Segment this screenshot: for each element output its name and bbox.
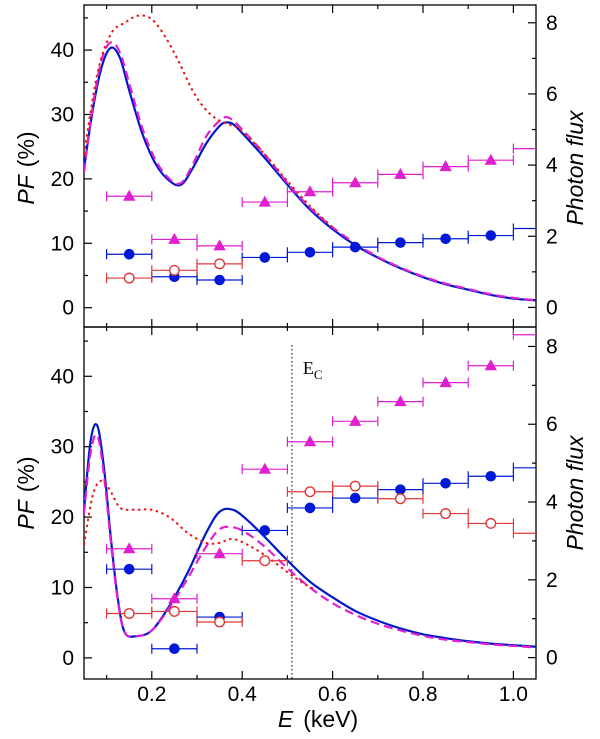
bottom-panel: 0 10 20 30 40 0 2 4 6 8 EC [51, 326, 558, 680]
x-axis-variable: E [278, 706, 294, 732]
top-point-open-circle [123, 272, 135, 284]
bottom-point-triangle [168, 592, 181, 604]
bottom-point-filled-circle [123, 563, 135, 575]
top-point-triangle [123, 189, 136, 201]
top-y-tick-label-right: 2 [546, 225, 558, 248]
bottom-y-tick-label-left: 10 [51, 576, 74, 599]
top-panel: 0 10 20 30 40 0 2 4 6 8 [51, 4, 558, 328]
bottom-point-filled-circle [395, 484, 406, 495]
x-tick-label: 0.2 [137, 683, 166, 706]
top-point-filled-circle [349, 241, 361, 253]
top-curve-dotted [84, 14, 334, 229]
top-y-tick-label-left: 10 [51, 232, 74, 255]
top-y-tick-label-left: 40 [51, 39, 74, 62]
bottom-y-tick-label-left: 0 [62, 647, 74, 670]
bottom-curve-solid [84, 423, 536, 648]
top-point-filled-circle [304, 246, 316, 258]
bottom-point-triangle [258, 462, 271, 474]
bottom-point-triangle [394, 395, 407, 407]
top-y-tick-label-left: 20 [51, 168, 74, 191]
bottom-point-open-circle [440, 508, 452, 520]
bottom-y-tick-label-left: 20 [51, 506, 74, 529]
top-point-filled-circle [214, 274, 225, 286]
ec-annotation: EC [303, 358, 323, 382]
top-curve-solid [84, 46, 536, 302]
top-right-axis-title: Photon flux [562, 109, 588, 226]
bottom-point-open-circle [485, 517, 497, 529]
bottom-point-open-circle [214, 616, 226, 628]
bottom-left-axis-unit: (%) [13, 456, 39, 492]
top-y-tick-label-left: 0 [62, 297, 74, 320]
top-point-triangle [484, 153, 497, 165]
bottom-point-triangle [213, 547, 226, 559]
bottom-point-open-circle [259, 555, 271, 567]
bottom-point-open-circle [123, 608, 135, 620]
top-point-triangle [439, 160, 452, 172]
x-axis-unit: (keV) [303, 706, 358, 732]
top-point-open-circle [214, 258, 226, 270]
bottom-point-filled-circle [440, 477, 451, 489]
top-point-triangle [394, 167, 407, 179]
bottom-point-open-circle [394, 493, 406, 505]
bottom-point-filled-circle [485, 470, 497, 482]
x-tick-label: 0.6 [318, 683, 347, 706]
bottom-y-tick-label-right: 4 [546, 491, 558, 514]
ec-annotation-main: E [303, 358, 314, 378]
bottom-point-filled-circle [304, 502, 316, 514]
bottom-point-filled-circle [259, 525, 271, 536]
top-point-filled-circle [395, 237, 406, 248]
top-point-filled-circle [440, 233, 451, 245]
top-y-tick-label-left: 30 [51, 103, 74, 126]
bottom-point-filled-circle [169, 643, 180, 655]
bottom-y-tick-label-right: 8 [546, 335, 558, 358]
bottom-y-tick-label-right: 6 [546, 413, 558, 436]
x-tick-label: 1.0 [499, 683, 528, 706]
bottom-left-axis-variable: PF [13, 498, 39, 529]
top-left-axis-variable: PF [13, 173, 39, 204]
top-y-tick-label-right: 8 [546, 12, 558, 35]
top-y-tick-label-right: 0 [546, 296, 558, 319]
bottom-point-triangle [484, 359, 497, 371]
bottom-point-open-circle [168, 605, 180, 617]
bottom-point-triangle [123, 542, 136, 554]
x-axis-title: E (keV) [278, 706, 358, 732]
top-left-axis-unit: (%) [13, 131, 39, 167]
bottom-point-triangle [439, 376, 452, 388]
top-point-filled-circle [485, 230, 497, 241]
top-y-tick-label-right: 4 [546, 154, 558, 177]
x-tick-label: 0.4 [228, 683, 258, 706]
top-point-triangle [213, 239, 226, 251]
top-point-filled-circle [259, 252, 271, 263]
x-tick-label: 0.8 [408, 683, 437, 706]
bottom-point-triangle [303, 435, 317, 447]
bottom-y-tick-label-right: 0 [546, 647, 558, 670]
top-point-triangle [168, 232, 181, 244]
top-point-triangle [349, 176, 362, 188]
top-point-open-circle [168, 264, 180, 276]
top-curve-dashed [84, 41, 536, 302]
bottom-point-open-circle [304, 486, 316, 498]
top-y-tick-label-right: 6 [546, 83, 558, 106]
bottom-right-axis-title: Photon flux [562, 434, 588, 551]
bottom-point-triangle [349, 414, 362, 426]
bottom-y-tick-label-left: 40 [51, 365, 74, 388]
bottom-y-tick-label-left: 30 [51, 436, 74, 459]
bottom-left-axis-title: PF (%) [13, 456, 39, 529]
top-point-filled-circle [123, 248, 135, 260]
top-point-triangle [258, 195, 271, 207]
bottom-point-open-circle [349, 480, 361, 492]
top-point-triangle [303, 185, 317, 197]
ec-annotation-subscript: C [314, 367, 323, 382]
top-left-axis-title: PF (%) [13, 131, 39, 204]
bottom-y-tick-label-right: 2 [546, 569, 558, 592]
bottom-curve-dotted [84, 479, 316, 591]
bottom-point-filled-circle [349, 492, 361, 504]
